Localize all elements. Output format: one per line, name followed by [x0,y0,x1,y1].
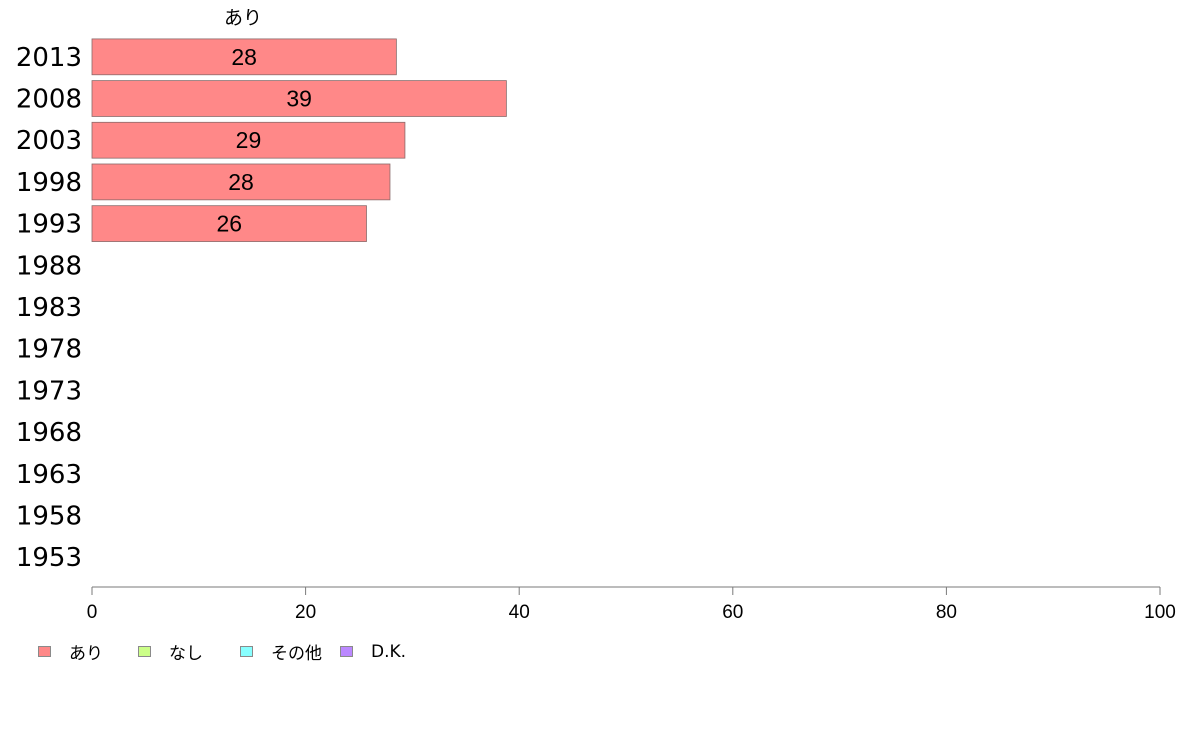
year-label: 2013 [16,43,82,73]
legend-label-dk: D.K. [371,641,407,662]
x-tick-label: 20 [295,602,316,623]
year-label: 1988 [16,251,82,281]
legend-label-nashi: なし [169,644,203,664]
x-tick-label: 100 [1144,602,1176,623]
legend-item-sonota: その他 [240,639,340,664]
year-label: 1953 [16,543,82,573]
bar [91,163,391,201]
year-label: 1963 [16,460,82,490]
year-label: 1973 [16,376,82,406]
year-label: 1983 [16,293,82,323]
legend-item-dk: D.K. [340,642,406,662]
bar-value-label: 26 [216,211,242,237]
x-tick-label: 80 [936,602,957,623]
year-label: 1978 [16,335,82,365]
x-tick-label: 0 [87,602,98,623]
legend-swatch-dk [340,646,353,657]
legend-item-nashi: なし [138,639,240,664]
year-label: 1993 [16,210,82,240]
year-label: 1998 [16,168,82,198]
bar [91,121,406,159]
legend: あり なし その他 D.K. [38,639,406,664]
legend-swatch-ari [38,646,51,657]
year-label: 1958 [16,501,82,531]
bar [91,80,507,117]
year-label: 2008 [16,85,82,115]
bar-value-label: 39 [286,86,312,112]
legend-swatch-sonota [240,646,253,657]
bar-value-label: 28 [231,44,257,70]
x-tick-label: 40 [509,602,530,623]
bar-value-label: 29 [236,127,262,153]
year-label: 1968 [16,418,82,448]
legend-item-ari: あり [38,639,138,664]
column-header-label: あり [224,7,262,29]
x-tick-label: 60 [722,602,743,623]
bar-value-label: 28 [228,169,254,195]
legend-label-sonota: その他 [271,644,322,664]
legend-label-ari: あり [69,644,103,664]
bar [91,205,367,242]
year-label: 2003 [16,126,82,156]
bar [91,38,397,76]
legend-swatch-nashi [138,646,151,657]
